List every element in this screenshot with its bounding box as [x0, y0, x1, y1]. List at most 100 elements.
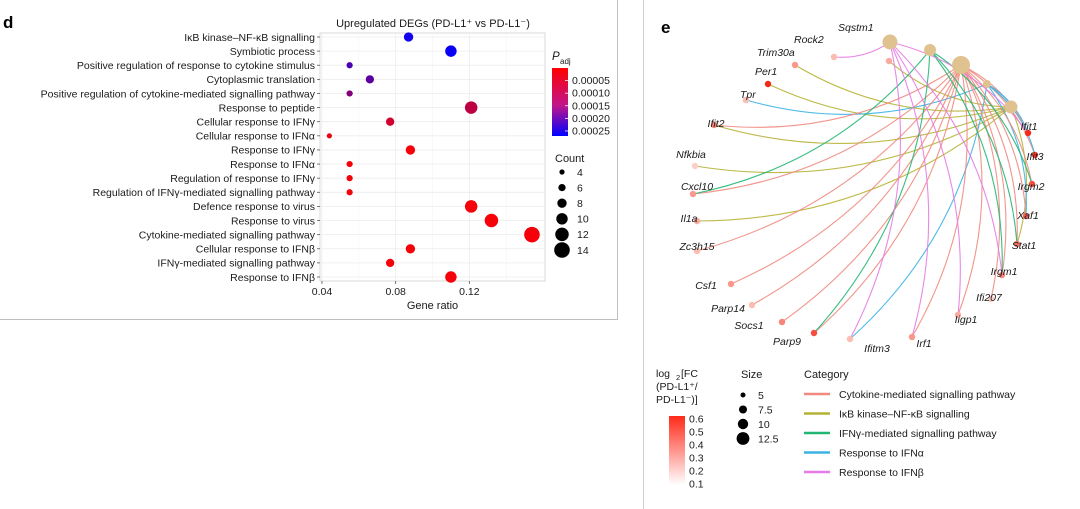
edge-Nfkbia-1: [694, 106, 1012, 174]
gene-label: Rock2: [794, 34, 824, 46]
category-legend-label: Response to IFNβ: [839, 467, 924, 479]
count-legend-dot: [556, 213, 568, 225]
category-node-0: [952, 56, 970, 74]
count-legend-label: 6: [577, 182, 583, 194]
padj-legend-title: P: [552, 51, 560, 63]
padj-tick-label: 0.00025: [572, 125, 610, 137]
gene-node-Il1a: [693, 217, 701, 225]
size-legend-title: Size: [741, 369, 762, 381]
fc-legend-title-fc: [FC: [681, 368, 698, 380]
gene-node-Ifit1: [1024, 129, 1032, 137]
edge-Irgm1-0: [960, 64, 1007, 276]
panel-e-cnetplot: e Sqstm1 Rock2 Trim30a Per1 Tpr Ifit2 Nfkbia Cxc…: [643, 0, 1080, 509]
count-legend-label: 14: [577, 245, 589, 257]
edge-Il1a-1: [696, 106, 1012, 222]
count-legend-label: 4: [577, 167, 583, 179]
count-legend-dot: [554, 242, 570, 258]
gene-node-Iigp1: [954, 311, 962, 319]
edge-Ifit1-4: [889, 41, 1029, 134]
gene-label: Parp14: [711, 303, 745, 315]
category-legend-label: IFNγ-mediated signalling pathway: [839, 428, 997, 440]
gene-node-Csf1: [727, 280, 735, 288]
dot-3: [365, 75, 375, 84]
dot-5: [464, 101, 478, 114]
gene-label: Trim30a: [757, 47, 795, 59]
fc-legend-title-ratio: (PD-L1⁺/: [656, 381, 698, 393]
edge-Cxcl10-2: [692, 49, 931, 195]
dot-0: [403, 32, 414, 42]
x-tick-label: 0.04: [312, 286, 333, 298]
padj-tick-label: 0.00010: [572, 88, 610, 100]
fc-tick-label: 0.6: [689, 414, 704, 426]
term-label: Regulation of IFNγ-mediated signalling p…: [93, 187, 316, 199]
term-label: Cellular response to IFNα: [196, 131, 315, 143]
gene-node-Trim30a: [791, 61, 799, 69]
dot-12: [464, 200, 478, 213]
fc-tick-label: 0.2: [689, 466, 704, 478]
gene-node-Ifit2: [710, 121, 718, 129]
fc-legend-title-denominator: PD-L1⁻)]: [656, 394, 698, 406]
padj-tick-label: 0.00015: [572, 100, 610, 112]
edge-Parp9-2: [813, 49, 931, 334]
term-label: Response to virus: [231, 215, 315, 227]
gene-label: Ifit2: [708, 118, 725, 130]
edge-Ifit2-0: [713, 64, 962, 128]
gene-node-Parp14: [748, 301, 756, 309]
edge-Parp9-0: [813, 64, 962, 334]
panel-d-dotplot: d Upregulated DEGs (PD-L1⁺ vs PD-L1⁻) 0.04…: [0, 0, 618, 320]
size-legend-label: 5: [758, 390, 764, 402]
gene-label: Ifi207: [976, 292, 1003, 304]
term-label: Response to IFNγ: [231, 145, 316, 157]
term-label: Response to IFNα: [230, 159, 315, 171]
edge-Sqstm1-1: [888, 60, 1012, 108]
size-legend-dot: [739, 405, 747, 414]
dot-2: [346, 62, 353, 69]
gene-node-Per1: [764, 80, 772, 88]
dot-15: [405, 244, 416, 254]
dot-6: [385, 117, 395, 126]
edge-Irgm2-0: [960, 64, 1033, 185]
gene-label: Tpr: [740, 89, 756, 101]
gene-node-Nfkbia: [691, 162, 699, 170]
term-label: Defence response to virus: [193, 201, 315, 213]
edge-Ifitm3-4: [849, 41, 901, 340]
edge-Parp14-0: [751, 64, 962, 306]
x-tick-label: 0.12: [459, 286, 480, 298]
edge-Irf1-4: [889, 41, 930, 338]
fc-tick-label: 0.5: [689, 427, 704, 439]
count-legend-label: 8: [577, 198, 583, 210]
gene-label: Irf1: [916, 338, 931, 350]
gene-node-Irf1: [908, 333, 916, 341]
gene-label: Iigp1: [955, 314, 978, 326]
gene-label: Irgm2: [1018, 181, 1045, 193]
padj-colorbar: [552, 68, 568, 136]
gene-node-Stat1: [1013, 240, 1021, 248]
size-legend-label: 12.5: [758, 433, 779, 445]
count-legend-dot: [555, 227, 569, 242]
dotplot-svg: d Upregulated DEGs (PD-L1⁺ vs PD-L1⁻) 0.04…: [3, 13, 610, 312]
count-legend-title: Count: [555, 153, 584, 165]
fc-tick-label: 0.4: [689, 440, 704, 452]
edge-Cxcl10-0: [692, 64, 962, 195]
fc-legend-title-sub: 2: [676, 373, 680, 382]
gene-node-Irgm2: [1028, 180, 1036, 188]
size-legend-label: 7.5: [758, 404, 773, 416]
dot-16: [385, 258, 395, 268]
edge-Rock2-4: [833, 41, 891, 58]
term-label: Cytokine-mediated signalling pathway: [139, 229, 316, 241]
dot-7: [326, 133, 332, 139]
edge-Stat1-1: [1010, 106, 1028, 245]
term-label: Symbiotic process: [230, 46, 315, 58]
count-legend-label: 12: [577, 229, 589, 241]
category-legend-label: Response to IFNα: [839, 448, 924, 460]
count-legend-dot: [558, 183, 566, 192]
fc-tick-label: 0.1: [689, 479, 704, 491]
edge-Iigp1-4: [889, 41, 961, 316]
category-node-3: [983, 80, 991, 88]
gene-node-Irgm1: [998, 271, 1006, 279]
category-node-2: [924, 44, 936, 56]
term-label: Regulation of response to IFNγ: [170, 173, 315, 185]
term-label: IκB kinase–NF-κB signalling: [184, 32, 315, 44]
term-label: Cellular response to IFNγ: [197, 117, 316, 129]
